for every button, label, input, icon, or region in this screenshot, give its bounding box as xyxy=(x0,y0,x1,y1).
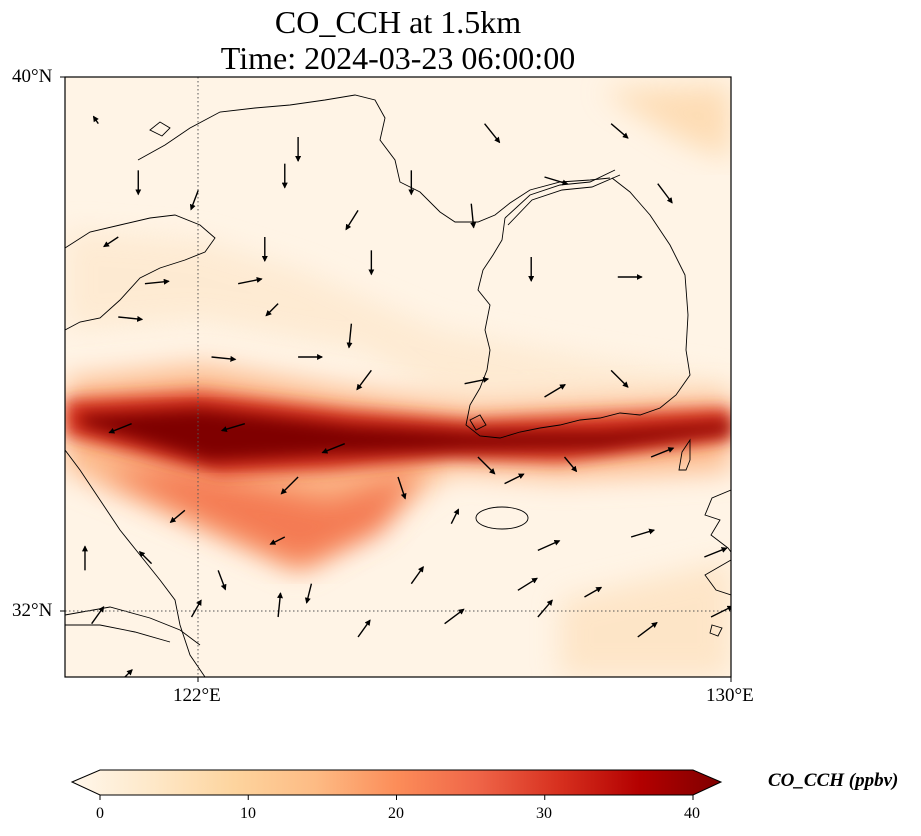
wind-arrow xyxy=(464,376,490,385)
colorbar-tick-20: 20 xyxy=(388,805,404,822)
wind-arrow xyxy=(410,566,424,585)
axis-ticks xyxy=(60,76,732,682)
southwest-korea-islet xyxy=(469,414,487,431)
wind-arrow xyxy=(704,547,728,558)
coastlines xyxy=(65,94,731,677)
wind-arrow xyxy=(108,423,132,434)
wind-arrow xyxy=(265,303,279,317)
wind-arrow xyxy=(484,123,501,144)
haze-northeast xyxy=(600,85,731,160)
wind-arrow xyxy=(356,369,372,391)
wind-arrow xyxy=(397,476,407,500)
korea-coast xyxy=(465,177,691,439)
wind-arrow xyxy=(450,508,460,524)
colorbar-ramp xyxy=(70,769,723,796)
wind-arrow xyxy=(92,115,99,125)
wind-arrow xyxy=(657,183,673,204)
wind-arrow xyxy=(470,203,477,229)
colorbar xyxy=(70,769,723,800)
kyushu-north-coast xyxy=(704,489,731,553)
wind-arrow xyxy=(103,236,119,248)
wind-arrow xyxy=(118,315,144,322)
wind-arrow xyxy=(217,570,227,591)
wind-arrow xyxy=(304,583,313,604)
plume-southern-lobe xyxy=(100,470,420,565)
wind-arrow xyxy=(169,509,186,523)
lat-label-32n: 32°N xyxy=(12,600,53,621)
wind-arrow xyxy=(710,605,731,618)
wind-arrow xyxy=(517,577,538,591)
wind-arrow xyxy=(124,669,133,677)
wind-arrow xyxy=(190,599,202,618)
map-title-line-2: Time: 2024-03-23 06:00:00 xyxy=(220,40,576,76)
yangtze-mouth-south xyxy=(65,624,171,643)
colorbar-tick-30: 30 xyxy=(536,805,552,822)
korea-border-line-2 xyxy=(507,174,621,226)
haze-north xyxy=(65,230,731,400)
bohai-north-coast xyxy=(137,94,611,223)
gridlines xyxy=(65,77,731,677)
wind-arrow xyxy=(444,608,465,625)
kyushu-west-coast xyxy=(704,559,731,596)
wind-arrow xyxy=(610,123,629,139)
wind-arrow xyxy=(584,586,603,598)
liaodong-islet xyxy=(149,121,171,137)
wind-arrow xyxy=(345,209,359,231)
wind-arrow xyxy=(211,355,237,362)
wind-arrow xyxy=(277,592,283,618)
wind-arrow xyxy=(477,456,496,475)
wind-arrow xyxy=(537,599,553,618)
map-title-line-1: CO_CCH at 1.5km xyxy=(274,4,522,40)
jeju-island xyxy=(475,506,529,530)
wind-arrow xyxy=(544,384,566,398)
wind-arrow xyxy=(563,456,578,473)
shandong-coast xyxy=(65,214,216,331)
wind-arrow xyxy=(91,606,105,625)
wind-arrow xyxy=(537,540,561,551)
wind-arrow xyxy=(189,190,199,211)
map-plot-area xyxy=(65,77,731,677)
lon-label-130e: 130°E xyxy=(706,685,754,706)
wind-arrow xyxy=(238,276,263,285)
wind-arrow xyxy=(504,473,525,485)
wind-arrow xyxy=(144,278,170,285)
wind-arrow xyxy=(280,476,299,495)
china-east-coast xyxy=(65,449,206,677)
concentration-field xyxy=(65,85,731,677)
plume-core xyxy=(80,408,731,462)
wind-arrow xyxy=(346,323,353,349)
wind-arrow xyxy=(650,447,675,458)
goto-island xyxy=(709,624,723,637)
wind-arrow xyxy=(138,550,153,565)
colorbar-label: CO_CCH (ppbv) xyxy=(768,770,899,791)
tsushima-island xyxy=(678,438,691,471)
wind-arrow xyxy=(269,536,286,545)
lon-label-122e: 122°E xyxy=(173,685,221,706)
wind-vectors xyxy=(81,115,731,677)
colorbar-tick-0: 0 xyxy=(96,805,104,822)
haze-southeast xyxy=(560,560,731,677)
wind-arrow xyxy=(544,176,569,186)
wind-arrow xyxy=(610,369,629,388)
map-frame xyxy=(64,76,732,678)
wind-arrow xyxy=(637,621,658,638)
wind-arrow xyxy=(357,619,371,638)
korea-border-line-1 xyxy=(504,169,616,219)
colorbar-tick-10: 10 xyxy=(240,805,256,822)
yangtze-mouth-north xyxy=(65,606,201,646)
colorbar-tick-40: 40 xyxy=(684,805,700,822)
wind-arrow xyxy=(321,443,345,454)
wind-arrow xyxy=(630,528,656,538)
colorbar-tick-marks xyxy=(99,795,694,800)
wind-arrow xyxy=(220,422,246,432)
lat-label-40n: 40°N xyxy=(12,66,53,87)
